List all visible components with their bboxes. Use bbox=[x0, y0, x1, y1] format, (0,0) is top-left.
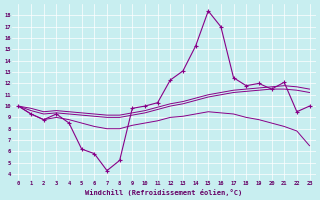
X-axis label: Windchill (Refroidissement éolien,°C): Windchill (Refroidissement éolien,°C) bbox=[85, 189, 243, 196]
